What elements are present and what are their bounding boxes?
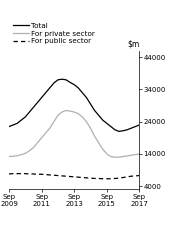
Text: $m: $m	[127, 39, 139, 48]
Legend: Total, For private sector, For public sector: Total, For private sector, For public se…	[13, 23, 95, 44]
